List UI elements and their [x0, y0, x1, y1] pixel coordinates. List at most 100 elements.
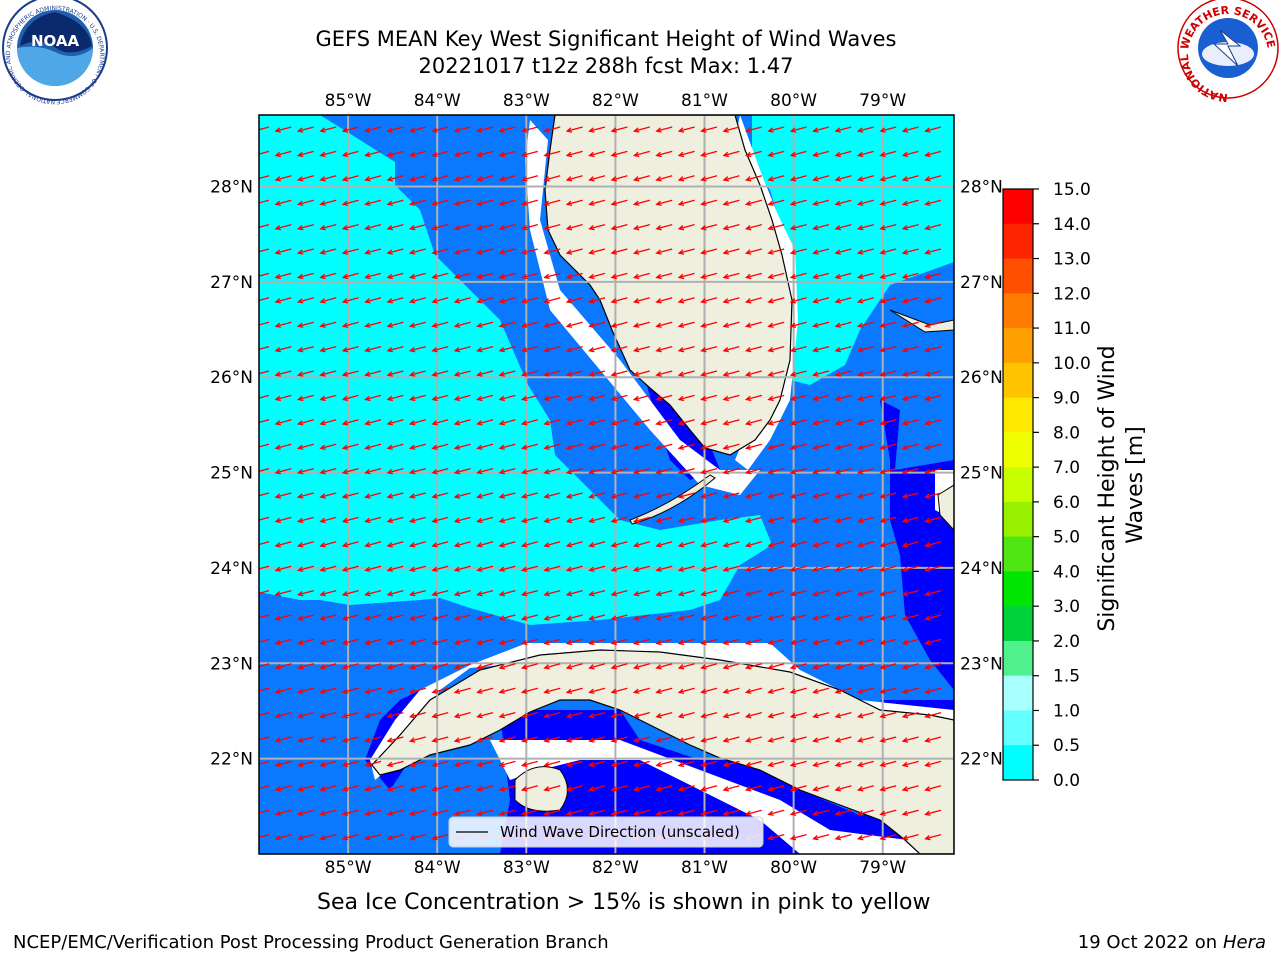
wave-arrow: [722, 150, 740, 158]
wave-arrow: [259, 589, 270, 594]
wave-arrow: [767, 223, 785, 231]
wave-arrow: [341, 809, 359, 816]
wave-arrow: [520, 785, 538, 792]
wave-arrow: [655, 297, 673, 304]
wave-arrow: [924, 394, 942, 402]
wave-arrow: [588, 248, 606, 255]
wave-arrow: [565, 565, 583, 572]
lat-tick-label: 27°N: [210, 273, 253, 293]
wave-arrow: [879, 370, 897, 377]
wave-arrow: [386, 126, 404, 133]
wave-arrow: [879, 760, 897, 768]
wave-arrow: [700, 175, 718, 182]
wave-arrow: [655, 419, 673, 426]
wave-arrow: [259, 126, 270, 131]
lat-ticks-right: 28°N 27°N 26°N 25°N 24°N 23°N 22°N: [960, 178, 1003, 770]
wave-arrow: [341, 126, 359, 133]
lon-tick-label: 81°W: [681, 91, 728, 111]
wave-arrow: [364, 443, 382, 450]
wave-arrow: [259, 736, 270, 741]
wave-arrow: [812, 711, 830, 719]
wave-arrow: [274, 248, 292, 255]
wave-arrow: [834, 614, 852, 621]
lat-tick-label: 27°N: [960, 273, 1003, 293]
wave-arrow: [812, 565, 830, 572]
wave-arrow: [744, 663, 762, 670]
wave-arrow: [274, 785, 292, 792]
legend-label: Wind Wave Direction (unscaled): [500, 823, 740, 841]
wave-arrow: [856, 565, 874, 572]
wave-arrow: [543, 394, 561, 402]
wave-arrow: [296, 321, 314, 328]
wave-arrow: [632, 492, 650, 499]
wave-arrow: [431, 565, 449, 572]
wave-arrow: [543, 516, 561, 524]
wave-arrow: [431, 199, 449, 206]
wave-arrow: [319, 223, 337, 231]
wave-arrow: [364, 736, 382, 743]
wave-arrow: [677, 711, 695, 719]
wave-arrow: [408, 638, 426, 646]
wave-arrow: [834, 760, 852, 768]
wave-arrow: [386, 248, 404, 255]
wave-arrow: [677, 126, 695, 133]
wave-arrow: [341, 345, 359, 353]
wave-arrow: [744, 321, 762, 328]
wave-arrow: [274, 126, 292, 133]
wave-arrow: [498, 443, 516, 450]
wave-arrow: [632, 736, 650, 743]
wave-arrow: [901, 736, 919, 743]
wave-arrow: [431, 297, 449, 304]
colorbar-segment: [1003, 501, 1033, 538]
wave-arrow: [879, 663, 897, 670]
wave-arrow: [856, 663, 874, 670]
wave-arrow: [834, 541, 852, 548]
wave-arrow: [565, 614, 583, 621]
wave-arrow: [610, 516, 628, 524]
wave-arrow: [610, 565, 628, 572]
wave-arrow: [655, 126, 673, 133]
lat-tick-label: 22°N: [960, 750, 1003, 770]
wave-arrow: [924, 809, 942, 816]
wave-arrow: [453, 638, 471, 646]
wave-arrow: [476, 248, 494, 255]
wave-arrow: [364, 272, 382, 280]
wave-arrow: [588, 175, 606, 182]
wave-arrow: [453, 345, 471, 353]
wave-arrow: [744, 248, 762, 255]
wave-arrow: [543, 248, 561, 255]
wave-arrow: [543, 760, 561, 768]
wave-arrow: [901, 272, 919, 280]
wave-arrow: [901, 687, 919, 694]
wave-arrow: [476, 370, 494, 377]
wave-arrow: [924, 516, 942, 524]
wave-arrow: [879, 150, 897, 158]
wave-arrow: [498, 223, 516, 231]
wave-arrow: [789, 370, 807, 377]
wave-arrow: [789, 467, 807, 475]
wave-arrow: [588, 809, 606, 816]
wave-arrow: [834, 175, 852, 182]
wave-arrow: [632, 175, 650, 182]
wave-arrow: [632, 394, 650, 402]
wave-arrow: [901, 248, 919, 255]
wave-arrow: [386, 394, 404, 402]
wave-arrow: [655, 150, 673, 158]
wave-arrow: [767, 614, 785, 621]
wave-arrow: [700, 443, 718, 450]
wave-arrow: [386, 419, 404, 426]
wave-arrow: [834, 419, 852, 426]
wave-arrow: [632, 785, 650, 792]
wave-arrow: [834, 711, 852, 719]
wave-arrow: [296, 711, 314, 719]
wave-arrow: [296, 248, 314, 255]
wave-arrow: [543, 736, 561, 743]
wave-arrow: [700, 736, 718, 743]
wave-arrow: [812, 345, 830, 353]
wave-arrow: [924, 638, 942, 646]
wave-arrow: [319, 272, 337, 280]
wave-arrow: [431, 663, 449, 670]
wave-arrow: [700, 150, 718, 158]
wave-arrow: [632, 711, 650, 719]
wave-arrow: [677, 150, 695, 158]
